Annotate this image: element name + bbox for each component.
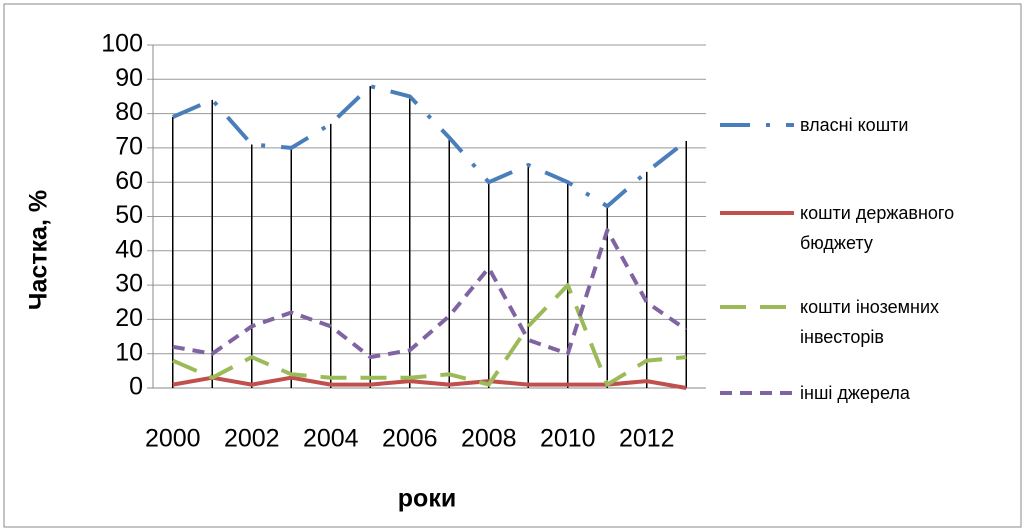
legend-swatch (720, 211, 794, 215)
legend-label: кошти державного бюджету (800, 203, 955, 253)
series-line (172, 283, 687, 387)
y-tick-label: 0 (129, 373, 143, 401)
y-tick-label: 40 (115, 235, 143, 263)
y-tick-label: 20 (115, 304, 143, 332)
legend-label: інші джерела (800, 383, 910, 403)
y-tick-label: 70 (115, 133, 143, 161)
chart-border (3, 3, 1022, 528)
legend-label: власні кошти (800, 115, 909, 135)
x-tick-label: 2012 (619, 425, 675, 453)
x-tick-label: 2010 (540, 425, 596, 453)
y-tick-label: 30 (115, 270, 143, 298)
legend-swatch (720, 305, 794, 309)
legend-item: кошти іноземних інвесторів (718, 292, 1018, 352)
x-axis-title: роки (398, 485, 456, 513)
y-tick-label: 60 (115, 167, 143, 195)
y-axis-title: Частка, % (25, 190, 53, 310)
legend-label: кошти іноземних інвесторів (800, 297, 940, 347)
legend-item: інші джерела (718, 378, 1018, 438)
x-tick-label: 2000 (145, 425, 201, 453)
series-line (172, 375, 687, 390)
y-tick-label: 50 (115, 201, 143, 229)
legend-item: власні кошти (718, 110, 1018, 170)
legend-swatch (720, 391, 794, 395)
y-tick-label: 10 (115, 338, 143, 366)
y-tick-label: 90 (115, 64, 143, 92)
y-tick-label: 80 (115, 98, 143, 126)
x-tick-label: 2008 (461, 425, 517, 453)
x-tick-label: 2006 (382, 425, 438, 453)
y-tick-label: 100 (101, 30, 143, 58)
legend-swatch (720, 123, 794, 127)
legend-item: кошти державного бюджету (718, 198, 1018, 258)
series-line (172, 84, 688, 209)
series-line (172, 228, 688, 360)
x-tick-label: 2002 (224, 425, 280, 453)
x-tick-label: 2004 (303, 425, 359, 453)
